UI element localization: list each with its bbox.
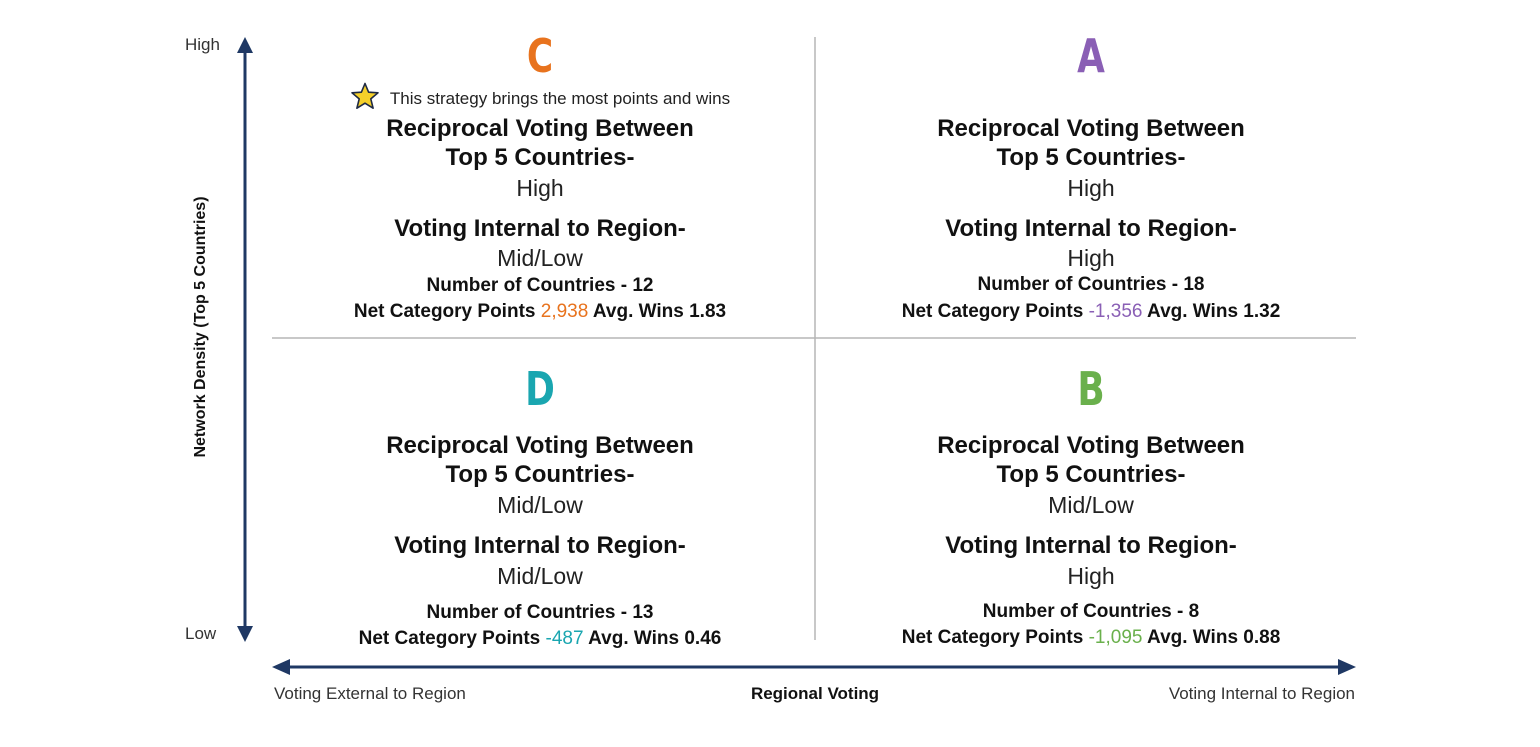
heading-reciprocal: Reciprocal Voting Between [937,115,1245,142]
x-axis-left-label: Voting External to Region [274,684,466,703]
quadrant-letter: C [526,29,554,83]
heading-reciprocal: Reciprocal Voting Between [937,432,1245,459]
heading-internal: Voting Internal to Region- [394,215,686,242]
points-row: Net Category Points -1,095 Avg. Wins 0.8… [831,625,1351,651]
reciprocal-level: High [516,175,564,201]
internal-level: Mid/Low [497,245,583,271]
y-axis-high-label: High [185,35,220,54]
quadrant-letter: B [1077,362,1105,416]
points-label: Net Category Points [901,301,1084,322]
countries-count: Number of Countries - 12 [426,275,654,296]
heading-reciprocal: Reciprocal Voting Between [386,432,694,459]
points-label: Net Category Points [358,628,541,649]
reciprocal-level: High [1067,175,1115,201]
points-label: Net Category Points [901,627,1084,648]
heading-internal: Voting Internal to Region- [945,215,1237,242]
reciprocal-level: Mid/Low [497,492,583,518]
reciprocal-level: Mid/Low [1048,492,1134,518]
best-strategy-note: This strategy brings the most points and… [280,82,800,111]
internal-level: High [1067,245,1115,271]
avg-wins: Avg. Wins 0.46 [588,628,722,649]
points-row: Net Category Points -487 Avg. Wins 0.46 [280,626,800,652]
quadrant-a: A Reciprocal Voting Between Top 5 Countr… [831,0,1351,335]
heading-top5: Top 5 Countries- [445,461,635,488]
countries-count: Number of Countries - 18 [977,274,1205,295]
x-axis-arrow-right [1338,659,1356,675]
heading-top5: Top 5 Countries- [996,461,1186,488]
x-axis-title: Regional Voting [750,684,880,703]
quadrant-c: C This strategy brings the most points a… [280,0,800,335]
heading-internal: Voting Internal to Region- [394,532,686,559]
countries-count: Number of Countries - 8 [982,601,1200,622]
avg-wins: Avg. Wins 1.32 [1147,301,1281,322]
avg-wins: Avg. Wins 1.83 [592,301,727,322]
x-axis-arrow-left [272,659,290,675]
quadrant-letter: A [1077,29,1105,83]
y-axis-arrow-down [237,626,253,642]
points-value: -487 [545,628,584,649]
points-row: Net Category Points 2,938 Avg. Wins 1.83 [280,299,800,325]
quadrant-letter: D [525,362,555,416]
quadrant-b: B Reciprocal Voting Between Top 5 Countr… [831,340,1351,660]
points-value: 2,938 [540,301,589,322]
y-axis-title: Network Density (Top 5 Countries) [192,196,209,458]
internal-level: High [1067,563,1115,589]
y-axis-low-label: Low [185,624,217,643]
star-icon [351,82,379,110]
y-axis-arrow-up [237,37,253,53]
best-strategy-text: This strategy brings the most points and… [389,89,731,108]
quadrant-d: D Reciprocal Voting Between Top 5 Countr… [280,340,800,660]
points-value: -1,356 [1088,301,1143,322]
heading-reciprocal: Reciprocal Voting Between [386,115,694,142]
heading-internal: Voting Internal to Region- [945,532,1237,559]
points-row: Net Category Points -1,356 Avg. Wins 1.3… [831,299,1351,325]
avg-wins: Avg. Wins 0.88 [1147,627,1281,648]
x-axis-right-label: Voting Internal to Region [1168,684,1355,703]
points-label: Net Category Points [353,301,536,322]
points-value: -1,095 [1088,627,1143,648]
internal-level: Mid/Low [497,563,583,589]
heading-top5: Top 5 Countries- [996,144,1186,171]
heading-top5: Top 5 Countries- [445,144,635,171]
countries-count: Number of Countries - 13 [426,602,654,623]
